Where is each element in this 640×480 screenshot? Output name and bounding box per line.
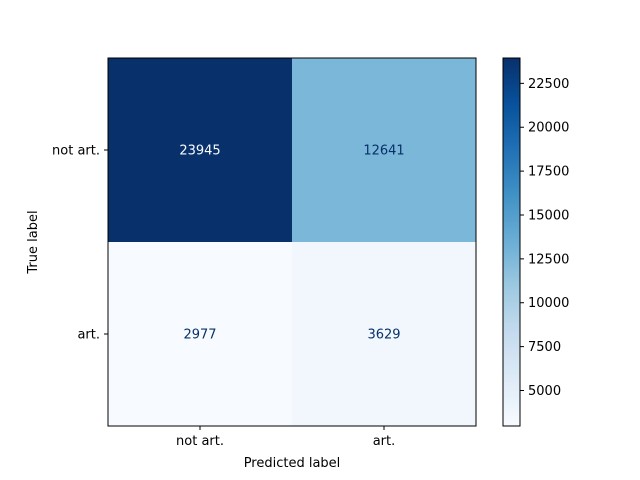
colorbar-tick-label: 20000 xyxy=(528,121,569,136)
colorbar-tick-label: 17500 xyxy=(528,165,569,180)
y-tick-label: not art. xyxy=(52,144,100,159)
cell-value-label: 12641 xyxy=(363,144,404,159)
x-axis-label: Predicted label xyxy=(244,456,341,471)
x-axis-ticks: not art. art. xyxy=(176,426,395,449)
colorbar-ticks: 5000 7500 10000 12500 15000 17500 20000 22500 xyxy=(520,77,569,399)
cell-value-label: 23945 xyxy=(179,144,220,159)
plot-frame xyxy=(107,57,477,427)
cell-value-label: 2977 xyxy=(183,328,216,343)
colorbar-tick-label: 10000 xyxy=(528,296,569,311)
colorbar-tick-label: 15000 xyxy=(528,208,569,223)
heatmap-cells: 23945 12641 2977 3629 xyxy=(108,58,476,426)
heatmap-cell xyxy=(108,242,292,426)
colorbar-tick-label: 22500 xyxy=(528,77,569,92)
y-tick-label: art. xyxy=(77,328,100,343)
x-tick-label: not art. xyxy=(176,434,224,449)
colorbar-tick-label: 7500 xyxy=(528,340,561,355)
y-axis-label: True label xyxy=(26,210,41,274)
colorbar-tick-label: 12500 xyxy=(528,252,569,267)
heatmap-cell xyxy=(108,58,292,242)
colorbar-frame xyxy=(502,57,521,427)
heatmap-cell xyxy=(292,242,476,426)
colorbar-tick-label: 5000 xyxy=(528,384,561,399)
colorbar xyxy=(503,58,520,426)
x-tick-label: art. xyxy=(373,434,396,449)
heatmap-cell xyxy=(292,58,476,242)
cell-value-label: 3629 xyxy=(367,328,400,343)
y-axis-ticks: not art. art. xyxy=(52,144,108,343)
